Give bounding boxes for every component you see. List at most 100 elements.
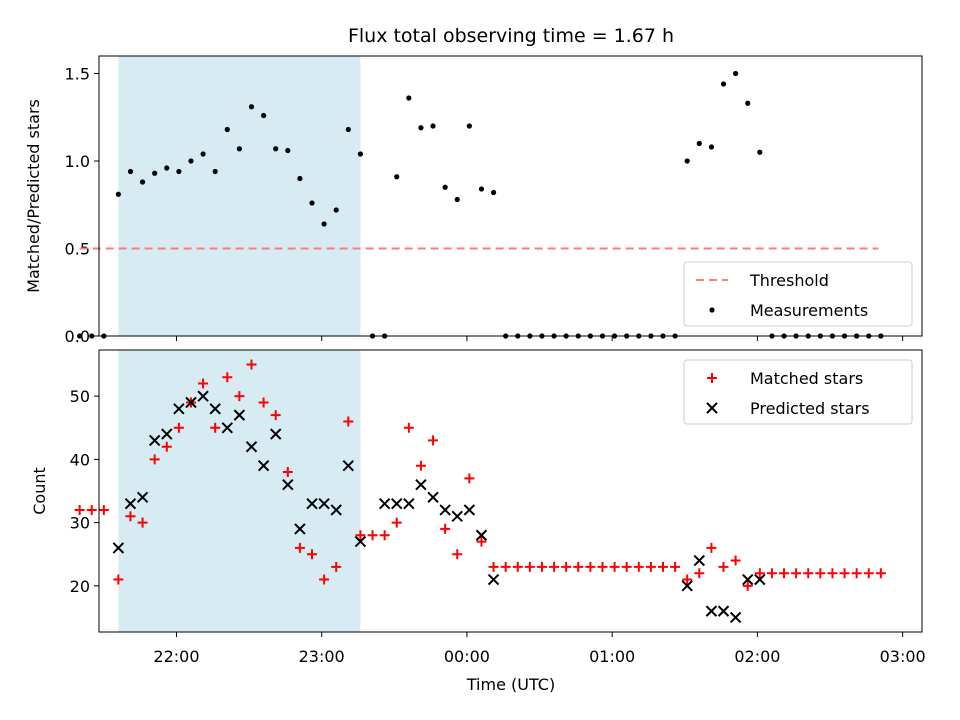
matched-star-point xyxy=(621,561,632,572)
measurement-point xyxy=(176,168,182,175)
measurement-point xyxy=(406,95,412,101)
legend-swatch-measurements xyxy=(709,307,715,313)
predicted-star-point xyxy=(681,580,693,592)
x-tick-label: 01:00 xyxy=(589,647,635,666)
y-tick-label: 30 xyxy=(70,514,90,533)
measurement-point xyxy=(394,174,400,180)
predicted-star-point xyxy=(282,478,294,491)
predicted-star-point xyxy=(391,497,403,510)
predicted-star-point xyxy=(717,605,730,617)
matched-star-point xyxy=(488,561,499,572)
matched-star-point xyxy=(585,561,596,572)
x-tick-label: 03:00 xyxy=(880,647,926,666)
predicted-star-point xyxy=(693,554,706,567)
predicted-star-point xyxy=(427,491,439,504)
plot-frame xyxy=(98,55,923,337)
measurement-point xyxy=(297,175,303,182)
chart-title: Flux total observing time = 1.67 h xyxy=(348,25,674,47)
matched-star-point xyxy=(875,568,886,579)
matched-star-point xyxy=(452,549,463,560)
matched-star-point xyxy=(706,542,717,553)
matched-star-point xyxy=(645,561,656,572)
measurement-point xyxy=(490,189,497,196)
predicted-star-point xyxy=(245,441,258,453)
matched-star-point xyxy=(863,568,874,579)
panel-count: 20 30 40 50 22:00 23:00 00:00 01:00 02:00 03:00 Co… xyxy=(30,349,926,666)
matched-star-point xyxy=(851,568,862,579)
measurement-point xyxy=(248,104,255,110)
matched-star-point xyxy=(512,561,523,572)
matched-star-point xyxy=(524,561,535,572)
matched-star-point xyxy=(500,561,511,572)
matched-star-point xyxy=(343,416,354,427)
measurement-point xyxy=(466,123,472,129)
predicted-star-point xyxy=(342,460,355,472)
matched-star-point xyxy=(149,454,160,465)
matched-star-point xyxy=(379,530,390,541)
matched-star-point xyxy=(258,397,269,408)
matched-star-point xyxy=(779,568,790,579)
predicted-star-point xyxy=(318,497,330,510)
matched-star-point xyxy=(391,517,402,528)
matched-star-point xyxy=(428,435,439,446)
matched-star-point xyxy=(415,460,426,471)
matched-star-point xyxy=(98,504,109,515)
measurement-point xyxy=(442,184,448,190)
matched-star-point xyxy=(464,473,475,484)
predicted-star-point xyxy=(378,497,391,510)
measurement-point xyxy=(152,170,158,176)
matched-star-point xyxy=(270,410,281,421)
y-axis-label: Matched/Predicted stars xyxy=(24,99,43,293)
measurement-point xyxy=(684,158,690,164)
matched-star-point xyxy=(803,568,814,579)
matched-star-point xyxy=(815,568,826,579)
measurement-point xyxy=(200,151,206,157)
measurement-point xyxy=(745,100,751,106)
matched-star-point xyxy=(234,391,245,402)
matched-star-point xyxy=(246,359,257,370)
measurement-point xyxy=(273,146,279,152)
matched-star-point xyxy=(766,568,777,579)
matched-star-point xyxy=(294,542,305,553)
measurement-point xyxy=(236,146,242,152)
y-tick-label: 40 xyxy=(70,450,90,469)
predicted-star-point xyxy=(415,478,427,491)
predicted-star-point xyxy=(354,535,367,548)
predicted-star-point xyxy=(221,422,233,434)
predicted-star-point xyxy=(487,573,500,586)
measurement-point xyxy=(115,191,121,197)
matched-star-point xyxy=(633,561,644,572)
matched-star-point xyxy=(86,504,97,515)
measurement-point xyxy=(139,179,146,185)
matched-star-point xyxy=(718,561,729,572)
predicted-star-point xyxy=(197,390,209,402)
matched-star-point xyxy=(198,378,209,389)
predicted-star-point xyxy=(754,573,766,586)
measurement-point xyxy=(357,151,364,157)
matched-star-point xyxy=(609,561,620,572)
predicted-star-point xyxy=(451,510,463,522)
x-tick-label: 22:00 xyxy=(153,647,199,666)
matched-star-point xyxy=(367,530,378,541)
matched-star-point xyxy=(137,517,148,528)
measurement-point xyxy=(454,196,460,203)
matched-star-point xyxy=(754,568,765,579)
matched-star-point xyxy=(827,568,838,579)
predicted-star-point xyxy=(403,497,415,510)
measurement-point xyxy=(430,123,436,129)
legend-box xyxy=(683,261,913,327)
matched-star-point xyxy=(670,561,681,572)
predicted-star-point xyxy=(136,491,149,504)
measurement-point xyxy=(733,70,739,77)
measurement-point xyxy=(164,165,170,171)
matched-star-point xyxy=(222,372,233,383)
matched-star-point xyxy=(113,574,124,585)
measurement-point xyxy=(418,125,424,131)
matched-star-point xyxy=(791,568,802,579)
measurement-point xyxy=(89,333,95,339)
predicted-star-point xyxy=(330,504,342,516)
plot-frame xyxy=(98,349,923,633)
matched-star-point xyxy=(573,561,584,572)
matched-star-point xyxy=(282,467,293,478)
